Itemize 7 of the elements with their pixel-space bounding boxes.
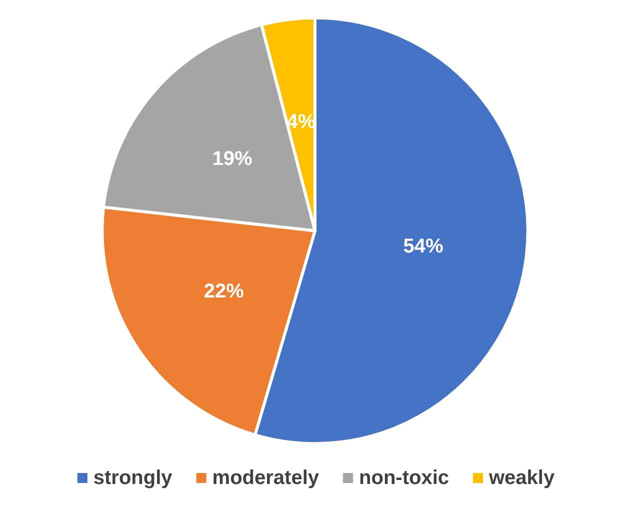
legend-label: non-toxic <box>359 467 450 489</box>
data-label: 54% <box>403 235 444 258</box>
data-label: 19% <box>212 148 253 170</box>
legend-label: weakly <box>488 467 556 489</box>
legend-label: moderately <box>212 467 320 489</box>
legend-label: strongly <box>93 467 174 489</box>
data-label: 22% <box>204 280 244 302</box>
